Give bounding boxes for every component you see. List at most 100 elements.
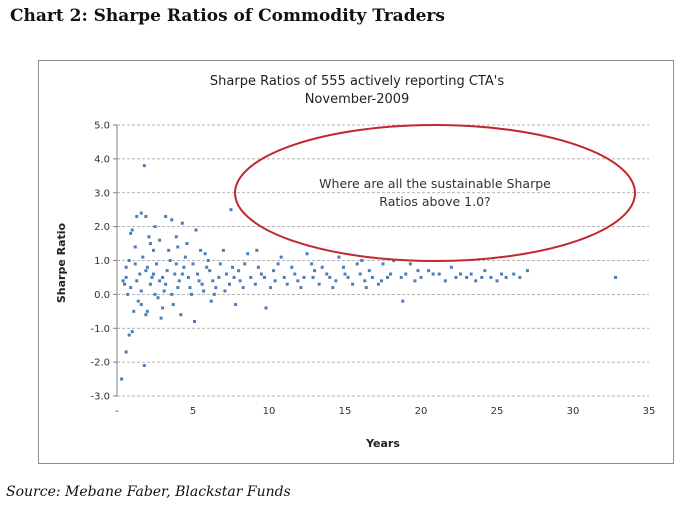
data-point	[437, 272, 441, 276]
data-point	[223, 289, 227, 293]
x-tick-label: 30	[567, 406, 580, 417]
data-point	[129, 231, 133, 235]
data-point	[139, 303, 143, 307]
data-point	[218, 262, 222, 266]
data-point	[188, 286, 192, 290]
data-point	[431, 272, 435, 276]
data-point	[310, 262, 314, 266]
data-point	[200, 282, 204, 286]
data-point	[171, 303, 175, 307]
data-point	[313, 269, 317, 273]
data-point	[208, 269, 212, 273]
data-point	[469, 272, 473, 276]
data-point	[276, 262, 280, 266]
data-point	[325, 272, 329, 276]
data-point	[364, 286, 368, 290]
data-point	[234, 303, 238, 307]
data-point	[217, 275, 221, 279]
data-point	[328, 275, 332, 279]
data-point	[124, 275, 128, 279]
data-point	[126, 292, 130, 296]
data-point	[135, 214, 139, 218]
data-point	[360, 259, 364, 262]
data-point	[351, 282, 355, 286]
data-point	[290, 265, 294, 269]
data-point	[156, 296, 160, 300]
data-point	[138, 272, 142, 276]
data-point	[153, 225, 157, 229]
data-point	[206, 259, 210, 262]
data-point	[343, 272, 347, 276]
data-point	[144, 214, 148, 218]
data-point	[194, 228, 198, 232]
data-point	[376, 282, 380, 286]
data-point	[186, 275, 190, 279]
data-point	[142, 364, 146, 368]
data-point	[386, 275, 390, 279]
data-point	[144, 313, 148, 317]
data-point	[173, 272, 177, 276]
data-point	[209, 299, 213, 303]
data-point	[153, 292, 157, 296]
data-point	[133, 245, 137, 249]
data-point	[145, 309, 149, 313]
data-point	[296, 279, 300, 283]
data-point	[337, 255, 341, 259]
data-point	[145, 265, 149, 269]
data-point	[191, 262, 195, 266]
data-point	[259, 272, 263, 276]
data-point	[120, 377, 124, 381]
data-point	[231, 265, 235, 269]
data-point	[148, 242, 152, 246]
data-point	[142, 164, 146, 168]
data-point	[214, 286, 218, 290]
data-point	[302, 275, 306, 279]
data-point	[408, 262, 412, 266]
data-point	[614, 275, 618, 279]
data-point	[427, 269, 431, 273]
x-tick-label: 5	[190, 406, 196, 417]
data-point	[500, 272, 504, 276]
data-point	[238, 279, 242, 283]
data-point	[262, 275, 266, 279]
data-point	[174, 235, 178, 239]
data-point	[299, 286, 303, 290]
data-point	[358, 272, 362, 276]
data-point	[449, 265, 453, 269]
data-point	[525, 269, 529, 273]
data-point	[237, 269, 241, 273]
data-point	[158, 238, 162, 242]
data-point	[495, 279, 499, 283]
data-point	[504, 275, 508, 279]
y-tick-label: -3.0	[90, 392, 110, 403]
data-point	[123, 282, 127, 286]
data-point	[130, 330, 134, 334]
x-tick-label: 25	[491, 406, 504, 417]
data-point	[179, 313, 183, 317]
data-point	[221, 248, 225, 252]
data-point	[174, 262, 178, 266]
data-point	[241, 286, 245, 290]
data-point	[232, 275, 236, 279]
data-point	[317, 282, 321, 286]
data-point	[189, 292, 193, 296]
data-point	[180, 221, 184, 225]
y-tick-label: 3.0	[94, 188, 110, 199]
data-point	[164, 214, 168, 218]
data-point	[177, 279, 181, 283]
chart-title-line-2: November-2009	[305, 92, 410, 107]
y-axis-label: Sharpe Ratio	[55, 222, 68, 303]
data-point	[161, 275, 165, 279]
scatter-points	[120, 164, 618, 381]
data-point	[255, 248, 259, 252]
data-point	[341, 265, 345, 269]
data-point	[249, 275, 253, 279]
data-point	[197, 279, 201, 283]
data-point	[202, 289, 206, 293]
data-point	[293, 272, 297, 276]
data-point	[135, 279, 139, 283]
data-point	[196, 272, 200, 276]
data-point	[139, 289, 143, 293]
x-tick-label: 35	[643, 406, 656, 417]
data-point	[150, 275, 154, 279]
